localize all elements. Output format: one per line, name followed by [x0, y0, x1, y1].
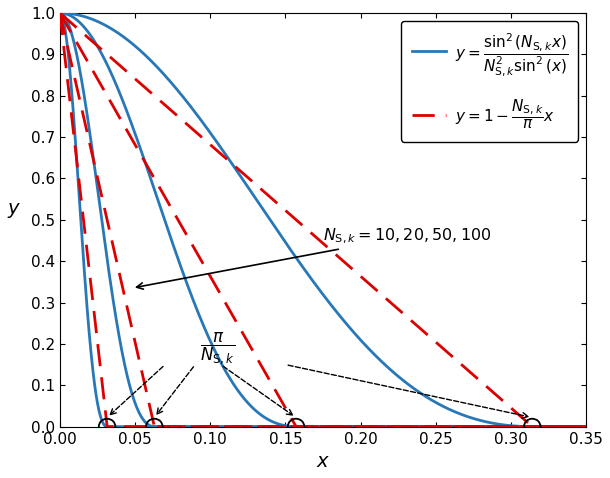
- X-axis label: $x$: $x$: [316, 452, 330, 471]
- Text: $\dfrac{\pi}{N_{\mathrm{S},k}}$: $\dfrac{\pi}{N_{\mathrm{S},k}}$: [200, 330, 235, 366]
- Y-axis label: $y$: $y$: [7, 201, 21, 220]
- Legend: $y = \dfrac{\sin^2(N_{\mathrm{S},k}x)}{N_{\mathrm{S},k}^2\sin^2(x)}$, $y = 1 - \: $y = \dfrac{\sin^2(N_{\mathrm{S},k}x)}{N…: [401, 21, 578, 141]
- Text: $N_{\mathrm{S},k} = 10, 20, 50, 100$: $N_{\mathrm{S},k} = 10, 20, 50, 100$: [137, 227, 492, 289]
